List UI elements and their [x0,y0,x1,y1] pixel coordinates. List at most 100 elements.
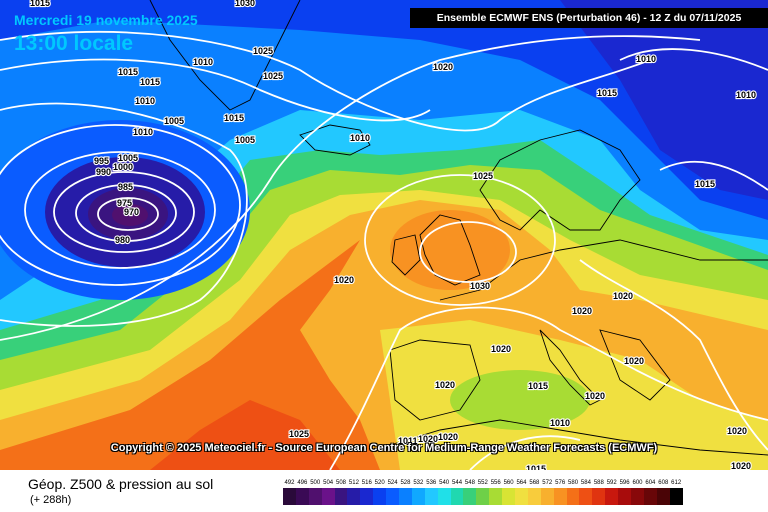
isobar-low-2 [75,184,177,242]
lead-time: (+ 288h) [30,494,72,506]
isobar-1020-e [579,259,768,451]
scale-cell: 520 [373,479,387,505]
scale-value: 604 [645,480,656,486]
isobar-label: 1020 [438,432,458,442]
isobar-label: 975 [117,198,132,208]
coast-europe [439,239,768,301]
scale-value: 544 [452,480,463,486]
coast-uk [419,214,481,286]
coast-iceland [299,124,371,156]
isobar-label: 1015 [118,67,138,77]
scale-swatch [386,488,400,505]
isobar-1020-south [329,306,768,470]
scale-value: 556 [490,480,501,486]
isobar-label: 1030 [470,281,490,291]
scale-cell: 544 [450,479,464,505]
field-low-core [112,204,148,226]
scale-value: 612 [671,480,682,486]
scale-value: 500 [310,480,321,486]
chart-parameter-title: Géop. Z500 & pression au sol [28,476,214,492]
scale-swatch [579,488,593,505]
scale-swatch [334,488,348,505]
scale-value: 568 [529,480,540,486]
coast-greenland [149,0,301,111]
scale-swatch [450,488,464,505]
isobar-label: 1015 [528,381,548,391]
field-ridge-core [390,210,510,290]
isobar-label: 990 [96,167,111,177]
isobar-label: 1010 [736,90,756,100]
isobar-label: 1020 [433,62,453,72]
isobar-1005 [0,102,248,327]
isobar-1020 [0,35,701,341]
scale-cell: 524 [386,479,400,505]
scale-cell: 512 [347,479,361,505]
isobar-label: 995 [94,156,109,166]
scale-value: 576 [555,480,566,486]
scale-cell: 536 [424,479,438,505]
scale-cell: 548 [463,479,477,505]
scale-value: 504 [323,480,334,486]
isobar-1025-high [364,174,556,306]
coast-balkans [599,329,671,401]
scale-value: 552 [477,480,488,486]
isobar-label: 1010 [350,133,370,143]
scale-value: 560 [503,480,514,486]
isobar-low-1 [97,197,159,231]
scale-cell: 564 [515,479,528,505]
scale-value: 536 [426,480,437,486]
isobar-label: 1005 [164,116,184,126]
scale-value: 600 [632,480,643,486]
isobar-label: 1000 [113,162,133,172]
map-area: 1015 1030 1025 1015 1010 1015 1010 1010 … [0,0,768,470]
scale-cell: 588 [592,479,606,505]
isobar-label: 1020 [731,461,751,470]
scale-value: 492 [284,480,295,486]
scale-cell: 580 [566,479,580,505]
scale-cell: 608 [656,479,670,505]
scale-swatch [360,488,374,505]
isobar-label: 1015 [597,88,617,98]
isobar-label: 1011 [398,436,418,446]
scale-value: 516 [361,480,372,486]
field-south-green [450,370,590,430]
scale-value: 592 [606,480,617,486]
isobar-label: 1020 [585,391,605,401]
scale-swatch [618,488,632,505]
isobar-low-3 [53,171,195,253]
copyright-notice: Copyright © 2025 Meteociel.fr - Source E… [110,442,658,454]
isobar-1010-n [0,58,431,122]
coastlines [149,0,768,456]
isobar-label: 1015 [224,113,244,123]
isobar-low-4 [24,151,216,269]
scale-cell: 556 [489,479,503,505]
coast-scandinavia [479,129,641,231]
field-orange [0,240,380,470]
scale-value: 548 [464,480,475,486]
isobar-label: 1005 [118,153,138,163]
scale-swatch [373,488,387,505]
scale-value: 532 [413,480,424,486]
isobar-label: 980 [115,235,130,245]
scale-value: 512 [348,480,359,486]
coast-italy [539,329,601,406]
scale-cell: 500 [308,479,322,505]
isobar-label: 1010 [135,96,155,106]
scale-swatch [669,488,683,505]
scale-cell: 532 [411,479,425,505]
coast-africa [389,419,768,456]
isobar-label: 1015 [30,0,50,8]
isobar-label: 1015 [140,77,160,87]
scale-swatch [463,488,477,505]
isobar-label: 1025 [263,71,283,81]
forecast-local-time: 13:00 locale [14,32,134,55]
isobar-label: 1015 [695,179,715,189]
forecast-date: Mercredi 19 novembre 2025 [14,12,198,28]
isobar-label: 1020 [727,426,747,436]
isobar-1015-s [469,435,581,470]
scale-cell: 572 [540,479,554,505]
scale-cell: 600 [631,479,644,505]
scale-swatch [566,488,580,505]
scale-cell: 552 [476,479,490,505]
